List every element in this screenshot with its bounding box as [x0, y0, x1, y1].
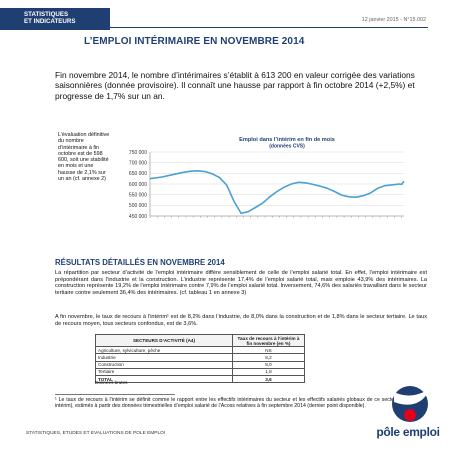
table-row: Agriculture, sylviculture, pêche NS [95, 346, 305, 355]
chart-title: Emploi dans l’intérim en fin de mois [239, 137, 335, 143]
y-tick-label: 750 000 [129, 150, 147, 156]
table-cell-label: Construction [95, 360, 233, 369]
report-series-line2: ET INDICATEURS [24, 18, 76, 25]
report-series-band: STATISTIQUES ET INDICATEURS [0, 8, 110, 30]
side-note: L’évaluation définitive du nombre d’inté… [58, 132, 110, 183]
taux-recours-table: SECTEURS D’ACTIVITÉ (A4) Taux de recours… [95, 333, 305, 384]
chart-subtitle: (données CVS) [269, 144, 305, 150]
table-cell-label: Tertiaire [95, 367, 233, 376]
intérim-chart: Emploi dans l’intérim en fin de mois (don… [112, 134, 412, 240]
logo-wordmark: pôle emploi [376, 425, 440, 439]
table-row: Tertiaire 1,8 [95, 367, 305, 376]
chart-svg: Emploi dans l’intérim en fin de mois(don… [129, 137, 405, 220]
paragraph-repartition: La répartition par secteur d’activité de… [55, 270, 427, 296]
table-row: Construction 8,0 [95, 360, 305, 369]
table-cell-label: Agriculture, sylviculture, pêche [95, 346, 233, 355]
table-cell-value: 8,2 [232, 353, 305, 362]
y-tick-label: 500 000 [129, 203, 147, 209]
paragraph-taux-recours: A fin novembre, le taux de recours à l’i… [55, 314, 427, 327]
table-source: Données brutes [95, 380, 128, 385]
header-rule [110, 27, 428, 28]
y-tick-label: 700 000 [129, 160, 147, 166]
footer-text: STATISTIQUES, ETUDES ET EVALUATIONS DE P… [26, 431, 166, 436]
report-series-line1: STATISTIQUES [24, 11, 69, 18]
footnote-separator [55, 394, 175, 395]
y-tick-label: 600 000 [129, 182, 147, 188]
table-cell-label: Industrie [95, 353, 233, 362]
footnote: ¹ Le taux de recours à l’intérim se défi… [55, 397, 425, 410]
y-tick-label: 650 000 [129, 171, 147, 177]
table-total-value: 3,6 [232, 374, 305, 384]
pole-emploi-logo [370, 382, 444, 446]
series-line [149, 170, 405, 215]
table-row: Industrie 8,2 [95, 353, 305, 362]
table-header-row: SECTEURS D’ACTIVITÉ (A4) Taux de recours… [95, 333, 305, 348]
publication-date: 12 janvier 2015 - N°15.002 [361, 17, 426, 23]
logo-mark-icon [392, 386, 430, 422]
table-total-row: TOTAL 3,6 [95, 374, 305, 384]
page-title: L’EMPLOI INTÉRIMAIRE EN NOVEMBRE 2014 [84, 36, 305, 47]
intro-paragraph: Fin novembre 2014, le nombre d’intérimai… [55, 70, 415, 101]
table-header-taux: Taux de recours à l’intérim à fin novemb… [232, 333, 305, 348]
section-title: RÉSULTATS DÉTAILLÉS EN NOVEMBRE 2014 [55, 258, 225, 267]
y-tick-label: 450 000 [129, 214, 147, 220]
table-cell-value: 8,0 [232, 360, 305, 369]
table-cell-value: 1,8 [232, 367, 305, 376]
table-header-secteur: SECTEURS D’ACTIVITÉ (A4) [95, 333, 233, 348]
y-tick-label: 550 000 [129, 192, 147, 198]
table-cell-value: NS [232, 346, 305, 355]
